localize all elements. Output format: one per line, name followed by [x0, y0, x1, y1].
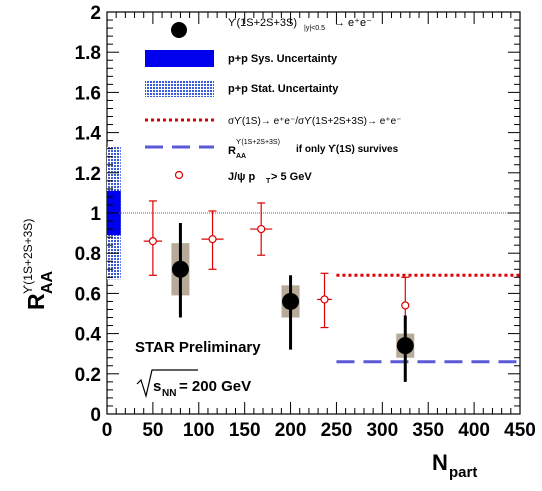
- axes: 0 0.2 0.4 0.6 0.8 1 1.2 1.4 1.6 1.8 2 0 50 100 150 200 2…: [75, 3, 536, 441]
- jpsi-series: [143, 200, 410, 339]
- jpsi-point: [401, 301, 410, 310]
- y-axis-sub: AA: [39, 270, 56, 294]
- upsilon-point: [171, 260, 189, 278]
- x-tick-label: 350: [412, 420, 444, 441]
- jpsi-point: [320, 295, 329, 304]
- legend-upsilon-label: ϒ(1S+2S+3S): [228, 17, 297, 29]
- jpsi-point: [257, 224, 266, 234]
- legend-pp-sys-label: p+p Sys. Uncertainty: [228, 53, 338, 65]
- legend-ratio-label: σϒ(1S)→ e⁺e⁻/σϒ(1S+2S+3S)→ e⁺e⁻: [228, 116, 401, 127]
- y-axis-main: R: [23, 293, 49, 310]
- y-tick-label: 0.6: [75, 284, 101, 305]
- legend-pp-stat-swatch: [145, 80, 214, 97]
- energy-tail: = 200 GeV: [179, 378, 251, 395]
- y-tick-label: 0: [90, 405, 101, 426]
- x-tick-label: 50: [142, 420, 163, 441]
- x-tick-label: 300: [366, 420, 398, 441]
- x-axis-title: N part: [432, 450, 477, 481]
- upsilon-point: [282, 292, 300, 310]
- legend-raa-sup: ϒ(1S+2S+3S): [236, 139, 280, 146]
- x-axis-sub: part: [449, 464, 477, 481]
- x-axis-main: N: [432, 450, 448, 475]
- y-tick-label: 1: [90, 204, 101, 225]
- legend-upsilon-marker: [171, 22, 187, 38]
- legend-jpsi-sub: T: [266, 178, 271, 185]
- energy-annotation: s NN = 200 GeV: [136, 369, 251, 399]
- x-tick-label: 100: [183, 420, 215, 441]
- legend-pp-stat-label: p+p Stat. Uncertainty: [228, 83, 339, 95]
- y-axis-title: R AA ϒ(1S+2S+3S): [21, 219, 56, 310]
- legend-raa-sub: AA: [236, 153, 246, 160]
- energy-sub: NN: [162, 388, 176, 399]
- legend-raa-tail: if only ϒ(1S) survives: [296, 144, 399, 155]
- x-tick-label: 0: [102, 420, 113, 441]
- legend-jpsi-tail: > 5 GeV: [271, 171, 312, 183]
- legend-jpsi-main: J/ψ p: [228, 171, 256, 183]
- y-axis-sup: ϒ(1S+2S+3S): [21, 219, 35, 294]
- y-tick-label: 1.2: [75, 164, 101, 185]
- x-tick-label: 250: [321, 420, 353, 441]
- y-tick-label: 1.4: [75, 124, 102, 145]
- y-tick-label: 1.6: [75, 83, 101, 104]
- x-tick-label: 400: [458, 420, 490, 441]
- sqrt-symbol: [136, 369, 198, 399]
- expectation-lines: [336, 273, 520, 364]
- y-tick-label: 1.8: [75, 43, 101, 64]
- legend-raa-main: R: [228, 145, 236, 157]
- x-tick-label: 450: [504, 420, 536, 441]
- y-tick-label: 0.8: [75, 244, 101, 265]
- upsilon-point: [396, 337, 414, 355]
- jpsi-point: [208, 235, 217, 244]
- legend-upsilon-tail: → e⁺e⁻: [334, 17, 372, 29]
- star-preliminary-label: STAR Preliminary: [135, 339, 261, 356]
- legend-upsilon-sub: |y|<0.5: [304, 25, 325, 32]
- upsilon-series: [171, 223, 415, 382]
- jpsi-point: [148, 237, 157, 246]
- y-tick-label: 2: [90, 3, 101, 24]
- y-tick-label: 0.4: [75, 325, 102, 346]
- legend-pp-sys-swatch: [145, 50, 214, 67]
- legend-jpsi-marker: [174, 170, 184, 180]
- x-tick-label: 200: [275, 420, 307, 441]
- y-tick-label: 0.2: [75, 365, 101, 386]
- energy-s: s: [153, 378, 161, 395]
- x-tick-label: 150: [229, 420, 261, 441]
- legend: ϒ(1S+2S+3S) |y|<0.5 → e⁺e⁻ p+p Sys. Unce…: [145, 17, 401, 185]
